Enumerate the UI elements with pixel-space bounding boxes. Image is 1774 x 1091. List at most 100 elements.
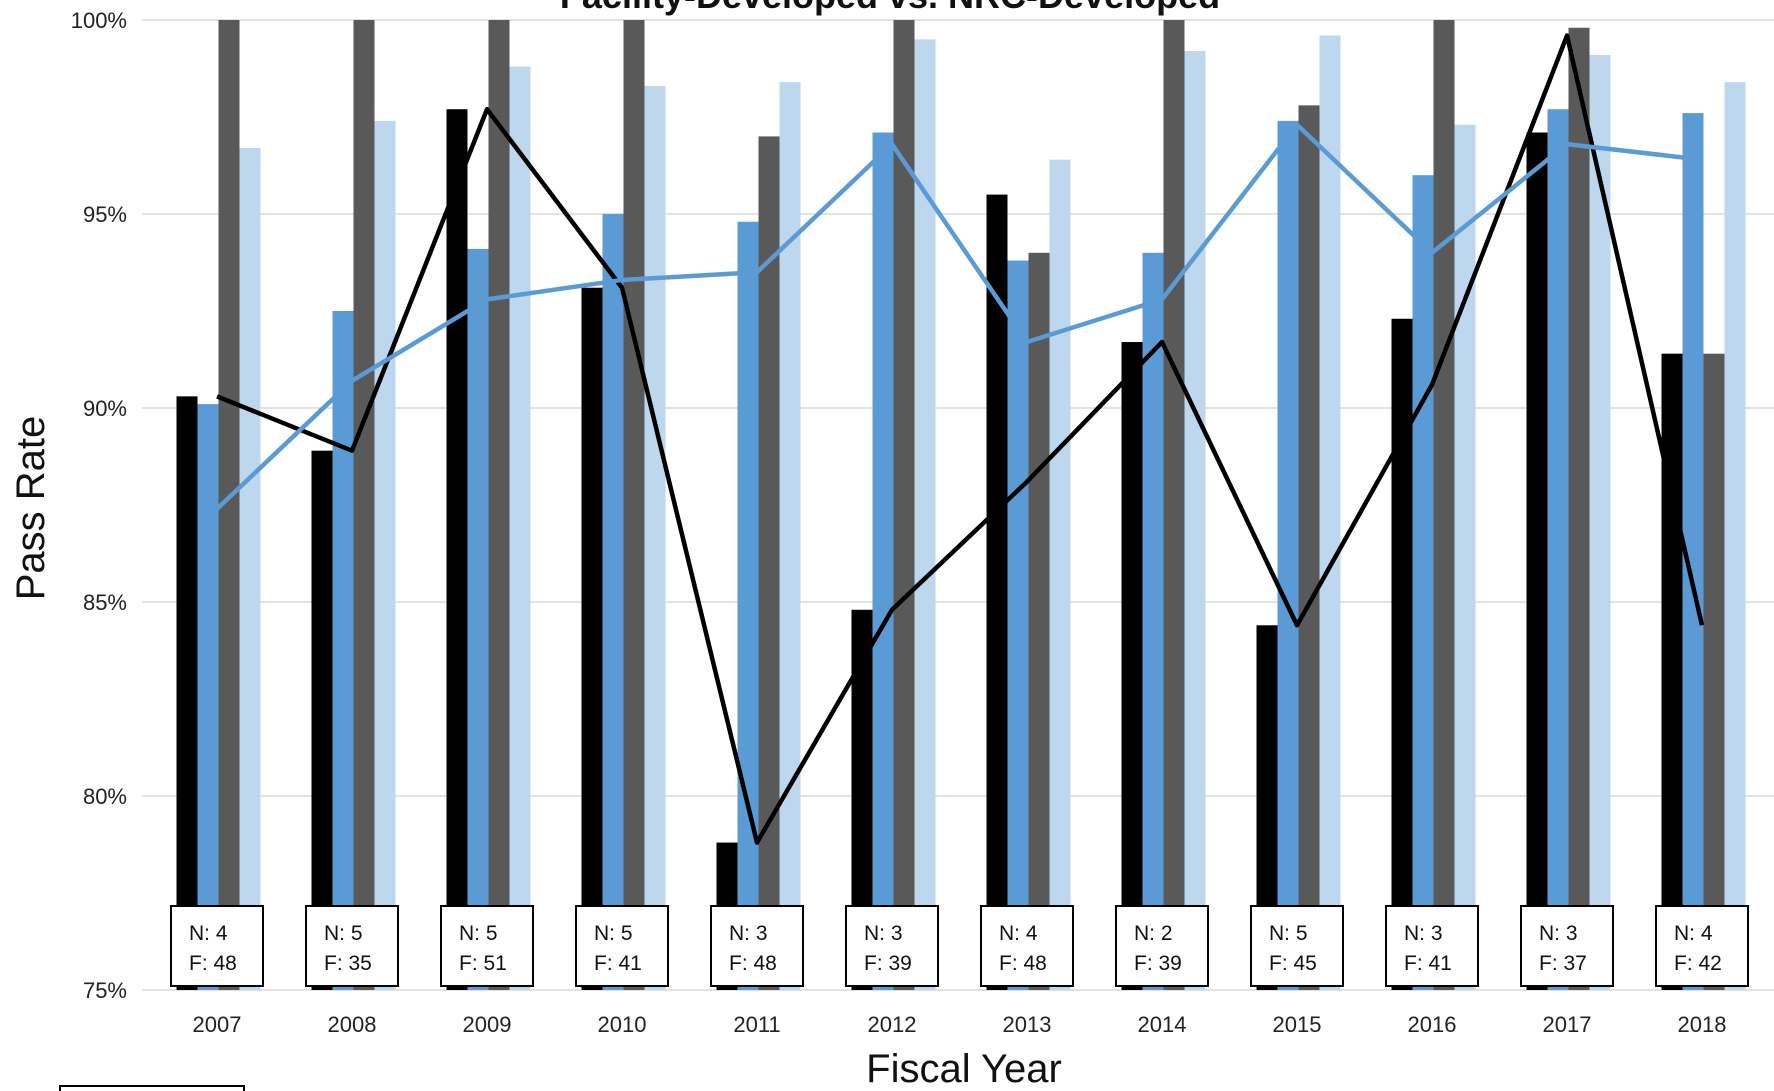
bar-2011-series-3 [758,136,780,990]
annotation-f: F: 39 [864,952,912,975]
bar-2010-series-2 [602,214,624,990]
bar-2013-series-1 [986,194,1008,990]
bar-2015-series-3 [1298,105,1320,990]
annotation-2009: N: 5 F: 51 [440,905,534,987]
bar-series [176,20,1746,990]
trend-line-1 [216,33,1705,845]
annotation-box [1250,905,1344,987]
y-axis-ticks: 75% 80% 85% 90% 95% 100% [71,8,127,1003]
bar-2017-series-1 [1526,132,1548,990]
bar-2009-series-3 [488,20,510,990]
bar-2018-series-2 [1682,113,1704,990]
annotation-n: N: 5 [324,922,363,945]
bar-2015-series-2 [1277,120,1299,990]
annotation-n: N: 5 [1269,922,1308,945]
annotation-f: F: 39 [1134,952,1182,975]
n-f-annotations: N: 4F: 48N: 5F: 35N: 5F: 51N: 5F: 41N: 3… [170,905,1749,987]
bar-2009-series-2 [467,248,489,990]
annotation-f: F: 51 [459,952,507,975]
annotation-box [845,905,939,987]
y-tick-label: 95% [83,202,127,227]
bar-2011-series-4 [779,82,801,990]
bar-2015-series-4 [1319,35,1341,990]
bar-2010-series-4 [644,85,666,990]
bar-2016-series-2 [1412,175,1434,990]
bar-2008-series-1 [311,450,333,990]
bar-2008-series-3 [353,20,375,990]
annotation-2008: N: 5 F: 35 [305,905,399,987]
annotation-2016: N: 3 F: 41 [1385,905,1479,987]
annotation-n: N: 5 [459,922,498,945]
annotation-2015: N: 5 F: 45 [1250,905,1344,987]
annotation-box [305,905,399,987]
bar-2010-series-1 [581,287,603,990]
annotation-f: F: 35 [324,952,372,975]
bar-2012-series-1 [851,609,873,990]
annotation-2010: N: 5 F: 41 [575,905,669,987]
annotation-n: N: 3 [1539,922,1578,945]
bar-2009-series-1 [446,109,468,990]
annotation-f: F: 41 [1404,952,1452,975]
y-tick-label: 80% [83,784,127,809]
annotation-f: F: 48 [729,952,777,975]
chart-title: Facility-Developed vs. NRC-Developed [560,0,1220,16]
annotation-n: N: 3 [729,922,768,945]
bar-2018-series-1 [1661,353,1683,990]
gridlines [142,19,1774,991]
annotation-box [440,905,534,987]
bar-2007-series-3 [218,20,240,990]
bar-2017-series-2 [1547,109,1569,990]
x-axis-ticks: 2007 2008 2009 2010 2011 2012 2013 2014 2015 2016… [193,1012,1727,1037]
annotation-f: F: 42 [1674,952,1722,975]
annotation-2017: N: 3 F: 37 [1520,905,1614,987]
y-tick-label: 90% [83,396,127,421]
bar-2013-series-4 [1049,159,1071,990]
annotation-2007: N: 4 F: 48 [170,905,264,987]
y-tick-label: 75% [83,978,127,1003]
bar-2008-series-4 [374,120,396,990]
trend-lines [215,33,1705,845]
x-tick-label: 2014 [1138,1012,1187,1037]
bar-2017-series-3 [1568,27,1590,990]
bar-2013-series-2 [1007,260,1029,990]
annotation-n: N: 4 [189,922,228,945]
bar-2007-series-2 [197,404,219,990]
bar-2010-series-3 [623,20,645,990]
annotation-n: N: 4 [1674,922,1713,945]
annotation-2013: N: 4 F: 48 [980,905,1074,987]
annotation-f: F: 41 [594,952,642,975]
bar-2007-series-1 [176,396,198,990]
annotation-box [1385,905,1479,987]
annotation-2014: N: 2 F: 39 [1115,905,1209,987]
x-tick-label: 2015 [1273,1012,1322,1037]
y-tick-label: 85% [83,590,127,615]
bar-2016-series-4 [1454,124,1476,990]
annotation-n: N: 3 [1404,922,1443,945]
bar-2007-series-4 [239,148,261,990]
bar-2017-series-4 [1589,54,1611,990]
x-tick-label: 2009 [463,1012,512,1037]
x-tick-label: 2012 [868,1012,917,1037]
annotation-n: N: 3 [864,922,903,945]
bar-2009-series-4 [509,66,531,990]
annotation-2011: N: 3 F: 48 [710,905,804,987]
x-tick-label: 2007 [193,1012,242,1037]
x-tick-label: 2017 [1543,1012,1592,1037]
bar-2018-series-3 [1703,353,1725,990]
x-tick-label: 2013 [1003,1012,1052,1037]
annotation-f: F: 45 [1269,952,1317,975]
annotation-box [710,905,804,987]
x-axis-title: Fiscal Year [866,1047,1062,1091]
annotation-n: N: 5 [594,922,633,945]
bar-2014-series-4 [1184,51,1206,990]
bar-2016-series-1 [1391,318,1413,990]
x-tick-label: 2011 [733,1012,780,1037]
annotation-box [1520,905,1614,987]
bar-2012-series-3 [893,20,915,990]
bar-2016-series-3 [1433,20,1455,990]
bar-2013-series-3 [1028,252,1050,990]
x-tick-label: 2008 [328,1012,377,1037]
annotation-n: N: 2 [1134,922,1173,945]
annotation-f: F: 48 [189,952,237,975]
